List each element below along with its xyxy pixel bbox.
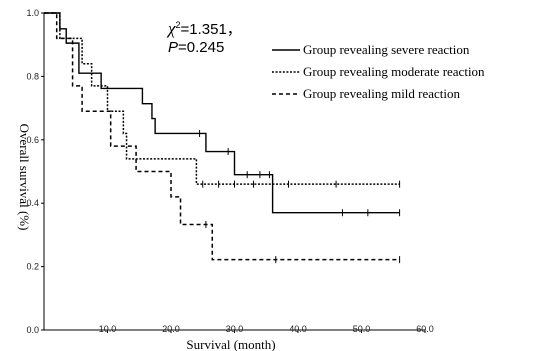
y-tick-label: 0.0 xyxy=(26,325,39,335)
axes xyxy=(41,12,426,333)
y-tick-label: 0.2 xyxy=(26,262,39,272)
y-tick-label: 0.8 xyxy=(26,71,39,81)
y-axis-label: Overall survival (%) xyxy=(17,124,32,231)
legend-label-1: Group revealing severe reaction xyxy=(303,42,470,57)
series-line-3 xyxy=(44,12,400,261)
plot-lines xyxy=(44,12,401,264)
stat-annotation: χ2=1.351， P=0.245 xyxy=(166,19,242,56)
tick-labels: 0.0 0.2 0.4 0.6 0.8 1.0 10.0 20.0 30.0 40.0 50.0 60… xyxy=(26,8,433,335)
series-line-1 xyxy=(44,12,400,214)
x-tick-label: 20.0 xyxy=(162,324,180,334)
x-tick-label: 40.0 xyxy=(289,324,307,334)
x-tick-label: 30.0 xyxy=(226,324,244,334)
x-axis-label: Survival (month) xyxy=(186,337,275,351)
x-tick-label: 10.0 xyxy=(99,324,117,334)
x-tick-label: 50.0 xyxy=(353,324,371,334)
y-tick-label: 0.6 xyxy=(26,135,39,145)
y-tick-label: 0.4 xyxy=(26,198,39,208)
chi-square-text: χ2=1.351， xyxy=(166,19,242,38)
legend: Group revealing severe reaction Group rev… xyxy=(272,42,485,101)
y-tick-label: 1.0 xyxy=(26,8,39,18)
legend-label-2: Group revealing moderate reaction xyxy=(303,64,485,79)
p-value-text: P=0.245 xyxy=(168,39,224,56)
legend-label-3: Group revealing mild reaction xyxy=(303,86,461,101)
x-tick-label: 60.0 xyxy=(416,324,434,334)
